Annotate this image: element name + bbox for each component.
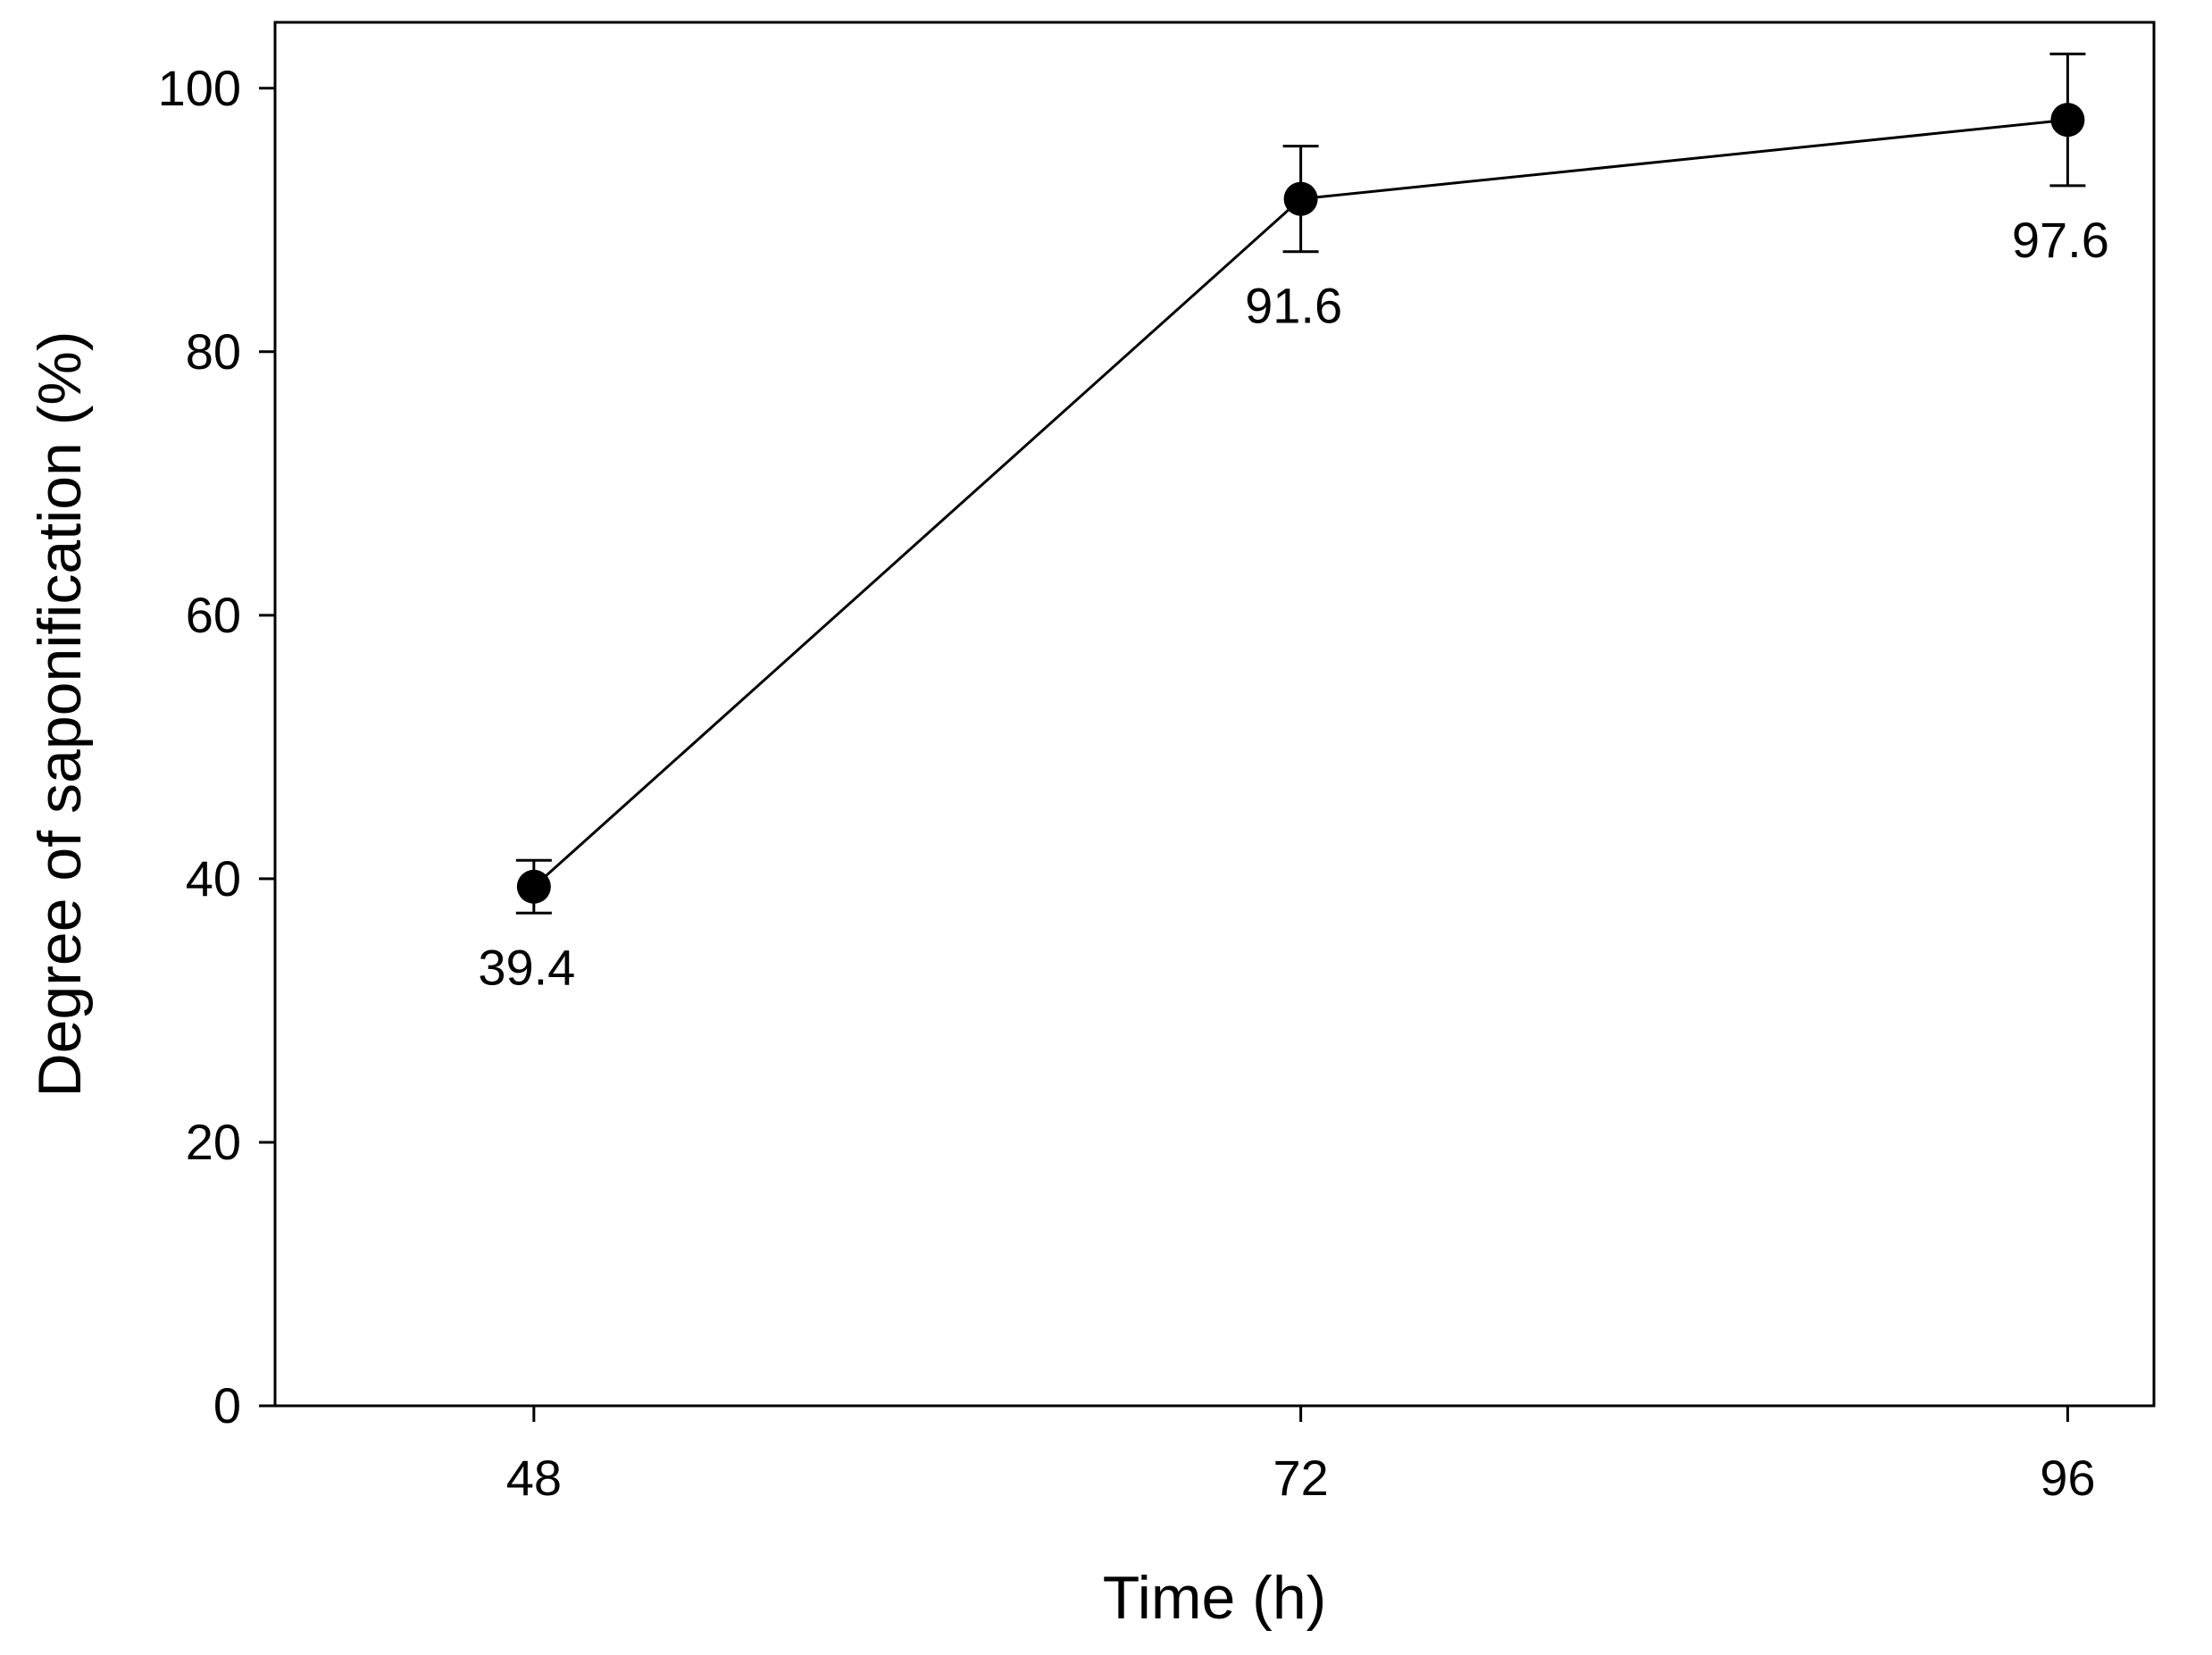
y-tick-label: 80 — [186, 323, 241, 380]
y-axis-title: Degree of saponification (%) — [26, 330, 94, 1097]
axes-layer — [259, 21, 2156, 1422]
y-tick-label: 0 — [213, 1377, 241, 1433]
series-layer — [515, 52, 2086, 915]
y-tick-label: 40 — [186, 850, 241, 907]
y-tick-label: 60 — [186, 587, 241, 643]
plot-frame — [273, 21, 2156, 1408]
data-point — [1283, 181, 1318, 216]
x-tick-label: 48 — [506, 1450, 562, 1506]
data-point — [2050, 103, 2085, 138]
x-tick-label: 72 — [1273, 1450, 1328, 1506]
y-tick-label: 100 — [158, 60, 241, 116]
data-point — [516, 869, 551, 904]
label-layer: 0 20 40 60 80 100 48 72 96 39.4 91.6 97.6 — [158, 60, 2109, 1506]
y-tick-label: 20 — [186, 1114, 241, 1170]
x-tick-label: 96 — [2040, 1450, 2095, 1506]
x-axis-title: Time (h) — [1103, 1564, 1327, 1632]
data-label: 91.6 — [1245, 278, 1342, 334]
data-label: 39.4 — [478, 939, 575, 995]
data-label: 97.6 — [2012, 212, 2109, 268]
